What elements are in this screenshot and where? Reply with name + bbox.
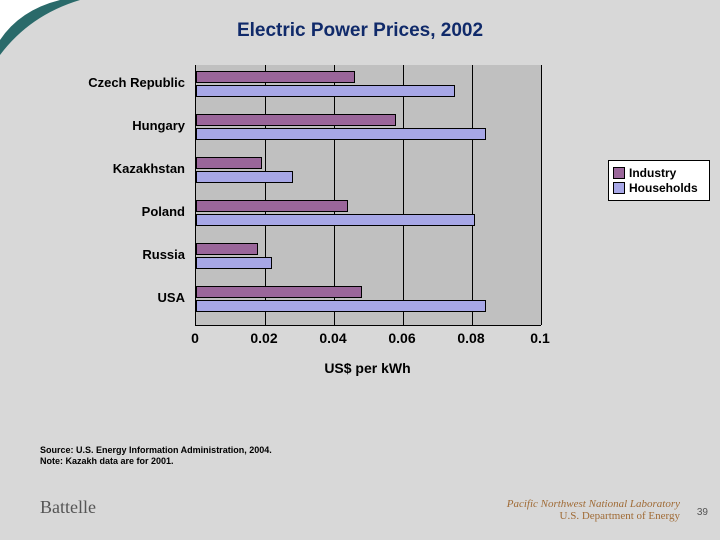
- bar-industry: [196, 157, 262, 169]
- x-axis-ticks: 00.020.040.060.080.1: [195, 330, 575, 350]
- footer-right: Pacific Northwest National Laboratory U.…: [507, 498, 680, 522]
- footer-lab: Pacific Northwest National Laboratory: [507, 498, 680, 510]
- chart-title: Electric Power Prices, 2002: [0, 20, 720, 42]
- x-tick-label: 0.1: [530, 330, 549, 346]
- x-tick-label: 0.04: [319, 330, 346, 346]
- category-label: Kazakhstan: [40, 162, 185, 176]
- source-note: Source: U.S. Energy Information Administ…: [40, 445, 280, 467]
- category-labels: Czech Republic Hungary Kazakhstan Poland Rus…: [40, 65, 190, 325]
- bar-households: [196, 300, 486, 312]
- page-number: 39: [697, 507, 708, 518]
- footer-doe: U.S. Department of Energy: [507, 510, 680, 522]
- x-axis-label: US$ per kWh: [195, 360, 540, 376]
- legend-label: Households: [629, 181, 698, 195]
- bar-industry: [196, 243, 258, 255]
- legend-swatch: [613, 167, 625, 179]
- x-tick-label: 0: [191, 330, 199, 346]
- bar-industry: [196, 71, 355, 83]
- footer-left-logo: Battelle: [40, 497, 96, 518]
- gridline: [403, 65, 404, 325]
- legend-label: Industry: [629, 166, 676, 180]
- bar-households: [196, 128, 486, 140]
- legend-item: Industry: [613, 166, 705, 180]
- bar-industry: [196, 286, 362, 298]
- category-label: Czech Republic: [40, 76, 185, 90]
- gridline: [472, 65, 473, 325]
- x-tick-label: 0.02: [250, 330, 277, 346]
- category-label: Hungary: [40, 119, 185, 133]
- plot-region: [195, 65, 541, 326]
- bar-industry: [196, 200, 348, 212]
- category-label: Russia: [40, 248, 185, 262]
- bar-industry: [196, 114, 396, 126]
- bar-households: [196, 257, 272, 269]
- bar-households: [196, 214, 475, 226]
- x-tick-label: 0.06: [388, 330, 415, 346]
- legend: IndustryHouseholds: [608, 160, 710, 201]
- legend-swatch: [613, 182, 625, 194]
- chart-area: Czech Republic Hungary Kazakhstan Poland Rus…: [40, 55, 600, 395]
- bar-households: [196, 171, 293, 183]
- category-label: Poland: [40, 205, 185, 219]
- category-label: USA: [40, 291, 185, 305]
- gridline: [541, 65, 542, 325]
- x-tick-label: 0.08: [457, 330, 484, 346]
- legend-item: Households: [613, 181, 705, 195]
- bar-households: [196, 85, 455, 97]
